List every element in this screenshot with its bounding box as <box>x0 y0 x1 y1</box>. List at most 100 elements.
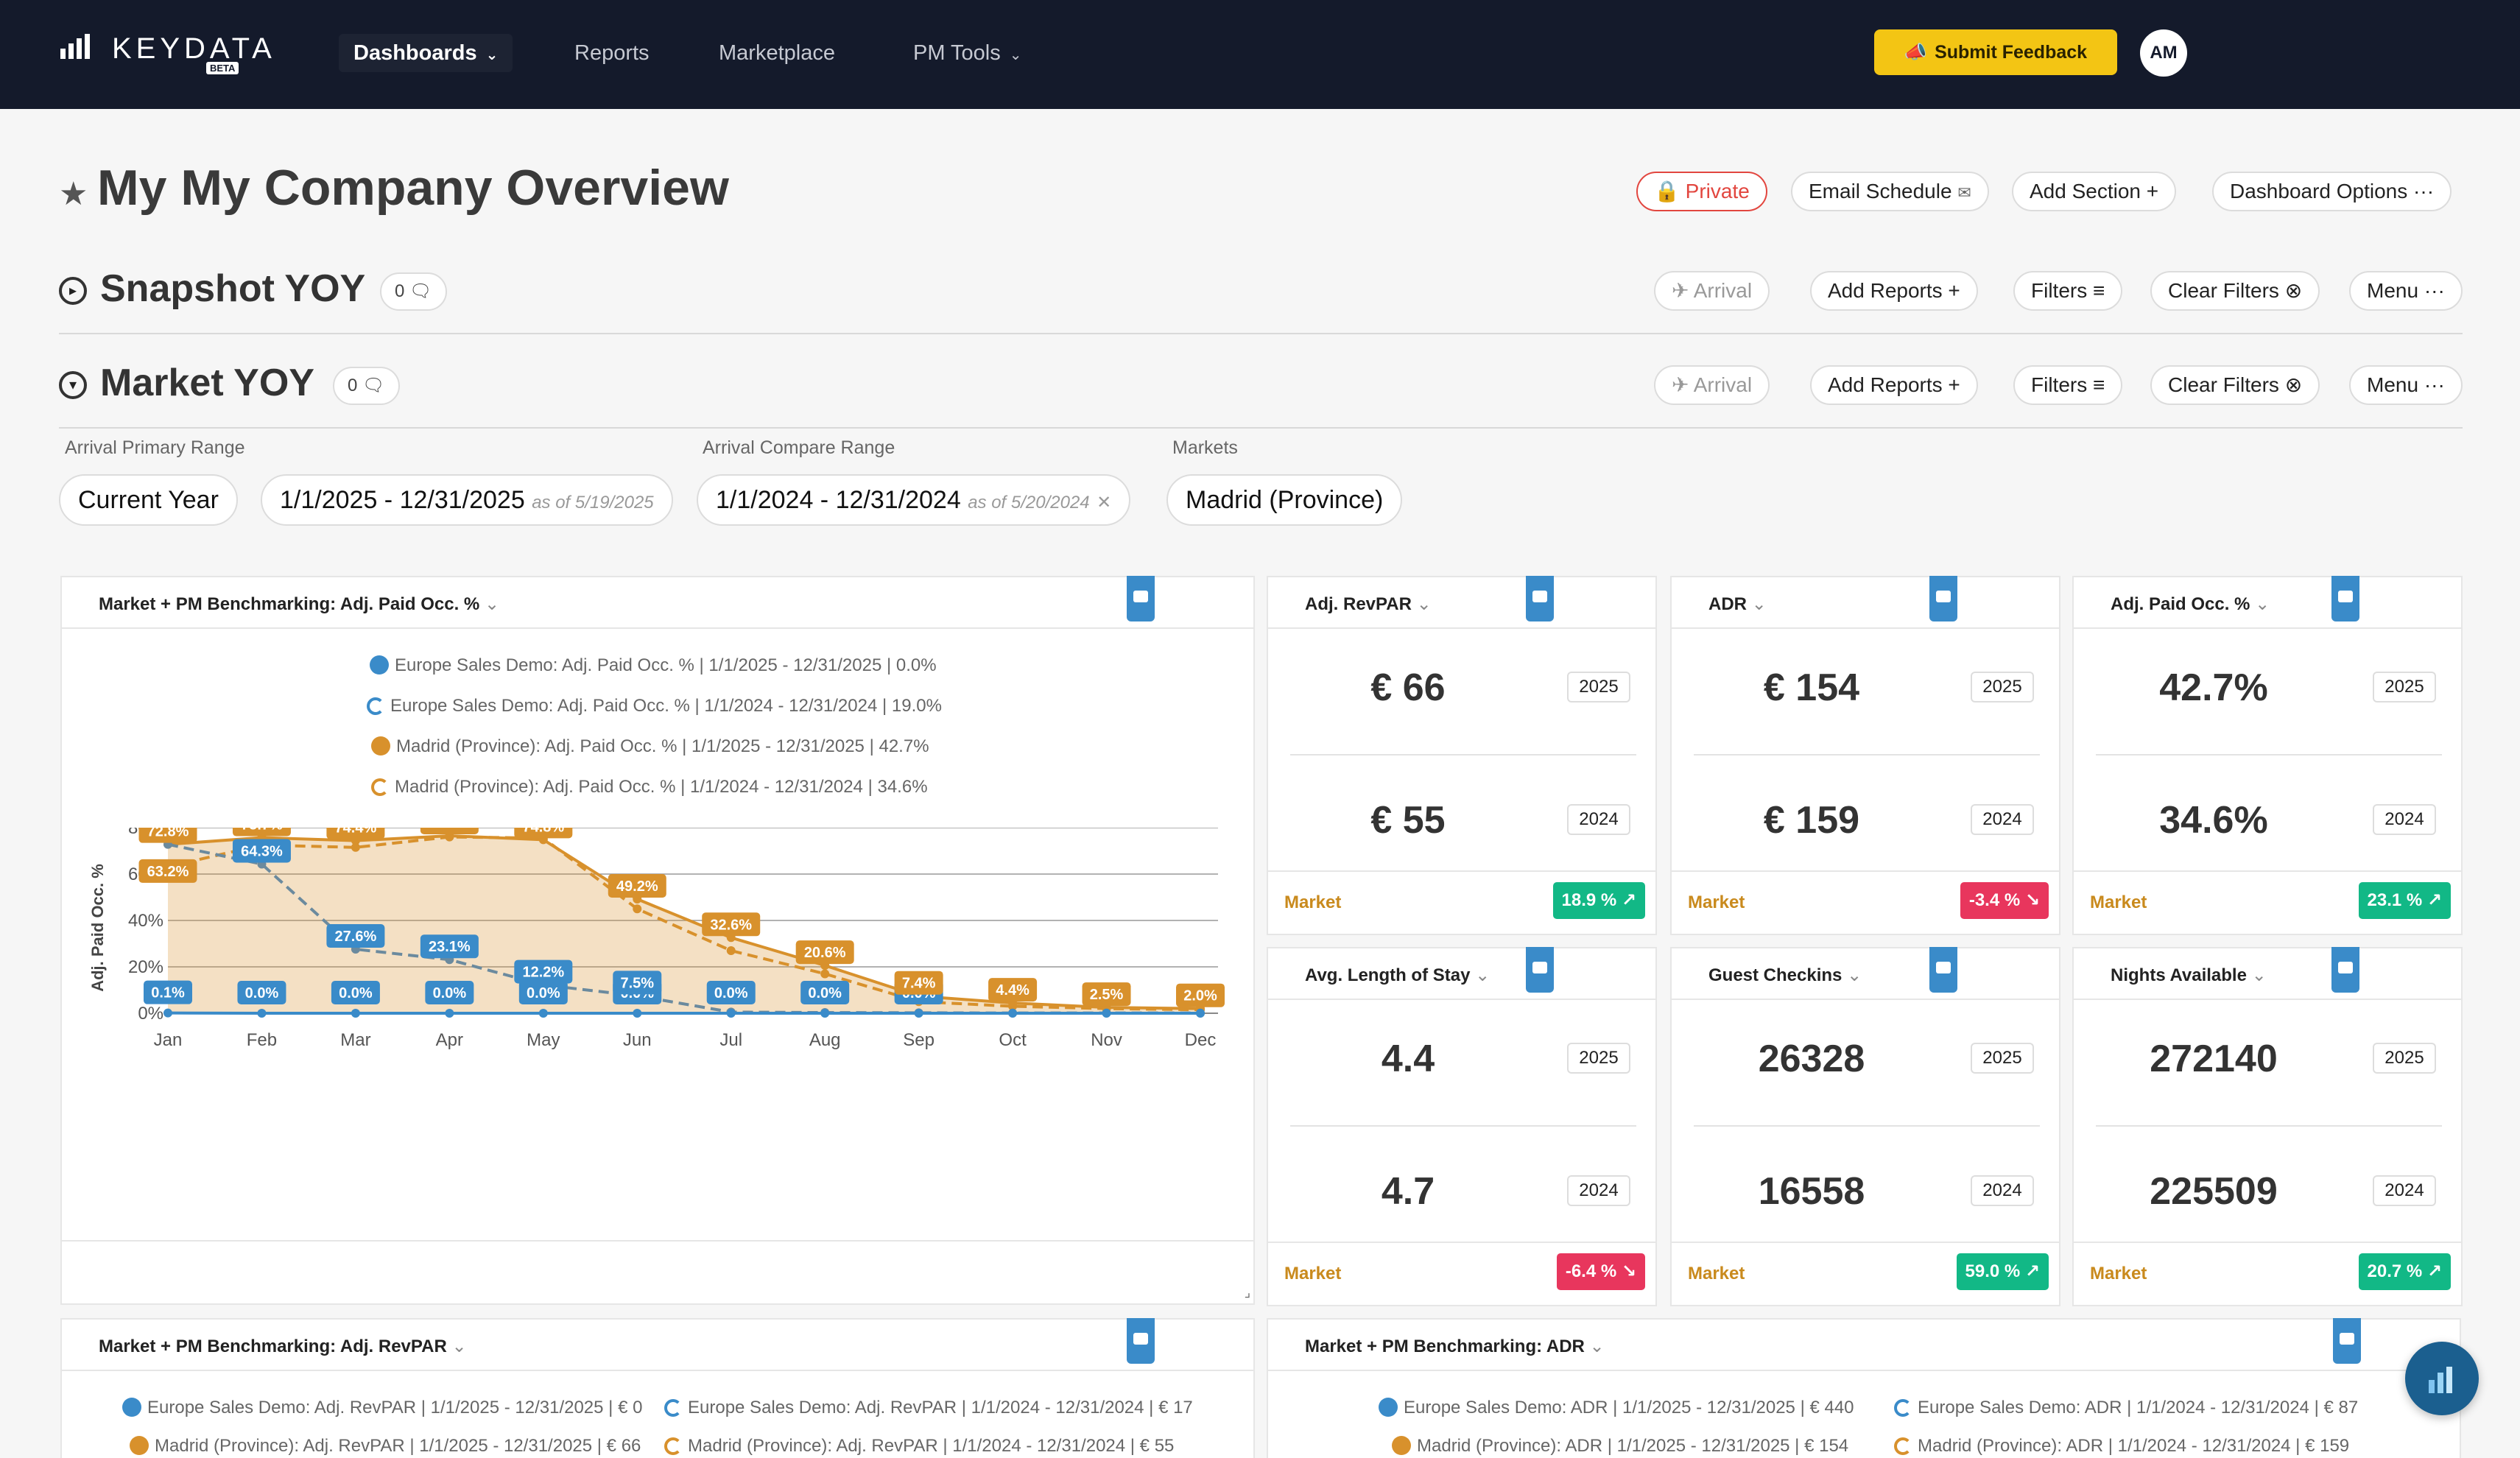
nav-dashboards[interactable]: Dashboards ⌄ <box>339 34 513 72</box>
card-title[interactable]: Guest Checkins ⌄ <box>1708 965 1862 986</box>
data-label: 49.2% <box>616 878 658 895</box>
arrival-button[interactable]: ✈ Arrival <box>1654 271 1770 311</box>
legend-item[interactable]: Madrid (Province): Adj. RevPAR | 1/1/202… <box>130 1436 641 1457</box>
legend-item[interactable]: Europe Sales Demo: Adj. RevPAR | 1/1/202… <box>664 1398 1193 1418</box>
add-section-label: Add Section <box>2030 180 2141 202</box>
data-label: 7.5% <box>620 975 654 991</box>
data-label-bg <box>138 859 197 883</box>
menu-button[interactable]: Menu ··· <box>2349 271 2463 311</box>
comment-bookmark-icon[interactable] <box>1127 1318 1155 1364</box>
comment-bookmark-icon[interactable] <box>2333 1318 2361 1364</box>
card-title[interactable]: Adj. Paid Occ. % ⌄ <box>2111 594 2270 615</box>
comment-bookmark-icon[interactable] <box>1127 576 1155 621</box>
filters-button[interactable]: Filters ≡ <box>2013 271 2123 311</box>
clear-filters-button[interactable]: Clear Filters ⊗ <box>2150 271 2320 311</box>
kpi-change-value: 18.9 % <box>1561 890 1617 910</box>
legend-item[interactable]: Madrid (Province): Adj. Paid Occ. % | 1/… <box>371 736 929 757</box>
resize-handle-icon[interactable]: ⌟ <box>1244 1285 1250 1300</box>
logo-text[interactable]: KEYDATA <box>112 32 276 65</box>
submit-feedback-button[interactable]: 📣 Submit Feedback <box>1874 29 2117 75</box>
nav-pm-tools[interactable]: PM Tools ⌄ <box>898 34 1037 72</box>
comment-bookmark-icon[interactable] <box>2331 947 2359 993</box>
primary-asof: as of 5/19/2025 <box>532 493 654 513</box>
market-select[interactable]: Madrid (Province) <box>1166 474 1403 526</box>
add-reports-button[interactable]: Add Reports + <box>1810 365 1978 405</box>
arrival-button[interactable]: ✈ Arrival <box>1654 365 1770 405</box>
card-title[interactable]: Nights Available ⌄ <box>2111 965 2267 986</box>
chevron-down-icon: ⌄ <box>484 594 500 614</box>
private-button[interactable]: 🔒 Private <box>1636 172 1767 211</box>
data-label: 7.4% <box>902 976 936 992</box>
add-reports-button[interactable]: Add Reports + <box>1810 271 1978 311</box>
compare-asof: as of 5/20/2024 <box>968 493 1090 513</box>
data-label: 12.2% <box>522 965 564 981</box>
comments-button[interactable]: 0 🗨 <box>333 367 400 405</box>
data-label-bg <box>706 981 756 1004</box>
card-title[interactable]: Adj. RevPAR ⌄ <box>1305 594 1432 615</box>
comments-button[interactable]: 0 🗨 <box>380 272 447 311</box>
chevron-down-icon: ⌄ <box>2251 965 2267 985</box>
star-icon[interactable]: ★ <box>59 176 88 212</box>
legend-dot-icon <box>130 1436 149 1455</box>
revpar-chart-card: Market + PM Benchmarking: Adj. RevPAR ⌄ … <box>60 1318 1255 1458</box>
compare-range-picker[interactable]: 1/1/2024 - 12/31/2024 as of 5/20/2024 ✕ <box>697 474 1131 526</box>
legend-item[interactable]: Europe Sales Demo: ADR | 1/1/2025 - 12/3… <box>1379 1398 1854 1418</box>
menu-button[interactable]: Menu ··· <box>2349 365 2463 405</box>
comment-bookmark-icon[interactable] <box>2331 576 2359 621</box>
kpi-footer: Market 18.9 % ↗ <box>1268 870 1655 934</box>
filters-button[interactable]: Filters ≡ <box>2013 365 2123 405</box>
legend-item[interactable]: Madrid (Province): ADR | 1/1/2025 - 12/3… <box>1392 1436 1848 1457</box>
clear-icon: ⊗ <box>2284 279 2303 302</box>
comment-bookmark-icon[interactable] <box>1929 576 1957 621</box>
comment-icon: 🗨 <box>362 376 385 395</box>
chevron-down-icon: ⌄ <box>451 1336 467 1356</box>
card-title[interactable]: Market + PM Benchmarking: Adj. RevPAR ⌄ <box>99 1336 467 1357</box>
card-header: Market + PM Benchmarking: Adj. RevPAR ⌄ <box>62 1318 1253 1371</box>
comment-bookmark-icon[interactable] <box>1526 947 1554 993</box>
legend-item[interactable]: Europe Sales Demo: Adj. RevPAR | 1/1/202… <box>122 1398 642 1418</box>
card-title[interactable]: Market + PM Benchmarking: ADR ⌄ <box>1305 1336 1605 1357</box>
legend-item[interactable]: Europe Sales Demo: Adj. Paid Occ. % | 1/… <box>367 696 942 716</box>
plane-icon: ✈ <box>1672 279 1689 302</box>
clear-filters-button[interactable]: Clear Filters ⊗ <box>2150 365 2320 405</box>
card-title[interactable]: Avg. Length of Stay ⌄ <box>1305 965 1490 986</box>
card-title[interactable]: ADR ⌄ <box>1708 594 1767 615</box>
analytics-fab-button[interactable] <box>2405 1342 2479 1415</box>
data-label-bg <box>1082 982 1131 1007</box>
email-schedule-button[interactable]: Email Schedule ✉ <box>1791 172 1989 211</box>
occupancy-line-chart[interactable]: 0%20%40%60%80%Adj. Paid Occ. %JanFebMarA… <box>62 828 1253 1071</box>
collapse-section-icon[interactable]: ▾ <box>59 371 87 399</box>
x-tick-label: Sep <box>903 1030 935 1050</box>
close-icon[interactable]: ✕ <box>1097 493 1112 513</box>
data-point <box>633 1009 642 1018</box>
primary-preset-select[interactable]: Current Year <box>59 474 238 526</box>
expand-section-icon[interactable]: ▸ <box>59 277 87 305</box>
legend-label: Europe Sales Demo: ADR | 1/1/2024 - 12/3… <box>1918 1398 2359 1418</box>
legend-item[interactable]: Madrid (Province): ADR | 1/1/2024 - 12/3… <box>1894 1436 2349 1457</box>
kpi-card: Adj. RevPAR ⌄ € 66 2025 € 55 2024 Market… <box>1267 576 1657 935</box>
primary-range-picker[interactable]: 1/1/2025 - 12/31/2025 as of 5/19/2025 <box>261 474 673 526</box>
kpi-year-compare: 2024 <box>2373 804 2436 835</box>
nav-marketplace[interactable]: Marketplace <box>719 41 835 65</box>
data-point <box>1102 1009 1111 1018</box>
legend-label: Europe Sales Demo: Adj. RevPAR | 1/1/202… <box>147 1398 643 1418</box>
legend-item[interactable]: Madrid (Province): Adj. Paid Occ. % | 1/… <box>371 777 928 797</box>
legend-item[interactable]: Madrid (Province): Adj. RevPAR | 1/1/202… <box>664 1436 1174 1457</box>
legend-item[interactable]: Europe Sales Demo: ADR | 1/1/2024 - 12/3… <box>1894 1398 2358 1418</box>
add-section-button[interactable]: Add Section + <box>2012 172 2177 211</box>
nav-reports[interactable]: Reports <box>574 41 650 65</box>
kpi-change-value: -6.4 % <box>1565 1261 1617 1281</box>
data-label: 0.0% <box>808 985 842 1001</box>
dashboard-options-button[interactable]: Dashboard Options ··· <box>2212 172 2452 211</box>
legend-item[interactable]: Europe Sales Demo: Adj. Paid Occ. % | 1/… <box>370 655 937 676</box>
card-title[interactable]: Market + PM Benchmarking: Adj. Paid Occ.… <box>99 594 499 615</box>
user-avatar[interactable]: AM <box>2140 29 2187 77</box>
kpi-year-current: 2025 <box>2373 1043 2436 1074</box>
markets-label: Markets <box>1172 437 1238 458</box>
data-point <box>1196 1009 1205 1018</box>
menu-label: Menu <box>2367 373 2419 396</box>
data-label: 20.6% <box>804 945 846 961</box>
comment-bookmark-icon[interactable] <box>1526 576 1554 621</box>
chevron-down-icon: ⌄ <box>1751 594 1767 614</box>
comment-bookmark-icon[interactable] <box>1929 947 1957 993</box>
